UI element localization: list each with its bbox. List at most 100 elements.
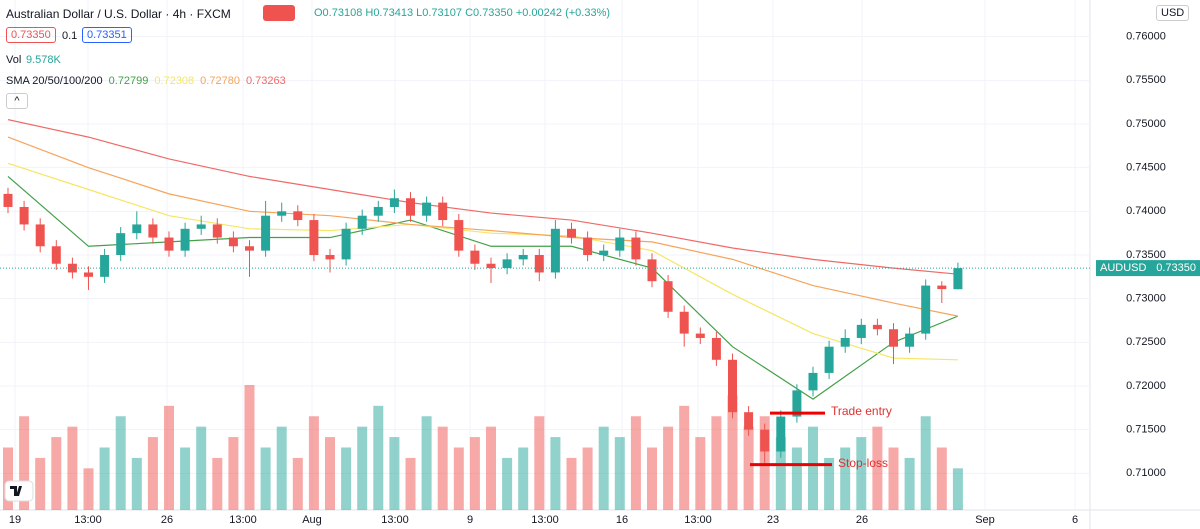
y-tick-label: 0.76000 xyxy=(1126,31,1166,43)
x-tick-label: 13:00 xyxy=(531,514,559,526)
sma-value: 0.72780 xyxy=(200,75,240,87)
candle-body xyxy=(808,372,818,391)
candle-body xyxy=(422,202,432,216)
candle-body xyxy=(486,263,496,269)
candle-body xyxy=(631,237,641,260)
candle-body xyxy=(438,202,448,221)
sma-line xyxy=(7,162,958,361)
y-tick-label: 0.71000 xyxy=(1126,467,1166,479)
sma-value: 0.72799 xyxy=(108,75,149,87)
volume-bar xyxy=(421,416,432,510)
y-tick-label: 0.72500 xyxy=(1126,336,1166,348)
candle-body xyxy=(164,237,174,251)
x-tick-label: 26 xyxy=(856,514,868,526)
candle-body xyxy=(647,259,657,282)
x-tick-label: Aug xyxy=(302,514,322,526)
candle-body xyxy=(148,224,158,238)
vol-value: 9.578K xyxy=(26,54,61,66)
candle-body xyxy=(599,250,609,255)
candle-body xyxy=(228,237,238,247)
volume-bar xyxy=(695,437,706,510)
volume-bar xyxy=(550,437,561,510)
candle-body xyxy=(406,198,415,216)
volume-bar xyxy=(212,457,223,510)
candle-body xyxy=(180,228,190,251)
candle-body xyxy=(51,246,61,264)
buy-price[interactable]: 0.73351 xyxy=(82,27,132,43)
volume-bar xyxy=(357,426,368,510)
candle-body xyxy=(953,268,963,290)
sma-label: SMA 20/50/100/200 xyxy=(6,75,103,87)
candle-body xyxy=(132,224,142,234)
candle-body xyxy=(19,206,29,225)
sma-value: 0.73263 xyxy=(245,75,286,87)
y-tick-label: 0.73000 xyxy=(1126,293,1166,305)
indicator-badge[interactable] xyxy=(263,5,295,21)
y-tick-label: 0.71500 xyxy=(1126,424,1166,436)
volume-bar xyxy=(325,437,335,510)
candle-body xyxy=(373,206,383,216)
last-price-symbol: AUDUSD xyxy=(1100,262,1147,274)
volume-bar xyxy=(711,416,722,510)
volume-bar xyxy=(582,447,593,510)
candle-body xyxy=(856,324,866,338)
volume-bar xyxy=(566,457,577,510)
volume-bar xyxy=(824,457,835,510)
x-tick-label: 13:00 xyxy=(684,514,712,526)
candle-body xyxy=(293,211,303,221)
candle-body xyxy=(277,211,287,216)
volume-bar xyxy=(469,437,480,510)
last-price-value: 0.73350 xyxy=(1156,262,1196,274)
candle-body xyxy=(937,285,947,290)
candle-body xyxy=(534,255,544,273)
volume-bar xyxy=(743,426,754,510)
volume-bar xyxy=(276,426,287,510)
volume-bar xyxy=(292,457,303,510)
volume-bar xyxy=(180,447,191,510)
candle-body xyxy=(454,220,464,251)
volume-bar xyxy=(196,426,207,510)
candle-body xyxy=(567,228,576,238)
currency[interactable]: USD xyxy=(1156,5,1190,21)
candle-body xyxy=(921,285,931,334)
volume-bar xyxy=(453,447,464,510)
volume-bar xyxy=(679,405,690,510)
volume-bar xyxy=(952,468,963,510)
volume-bar xyxy=(35,457,46,510)
volume-bar xyxy=(856,437,867,510)
volume-bar xyxy=(260,447,271,510)
candle-body xyxy=(212,224,222,238)
annotation-text: Trade entry xyxy=(831,404,892,418)
volume-bar xyxy=(341,447,352,510)
x-tick-label: 19 xyxy=(9,514,21,526)
symbol-title: Australian Dollar / U.S. Dollar · 4h · F… xyxy=(6,7,231,21)
volume-bar xyxy=(228,437,239,510)
logo-mark xyxy=(10,486,22,496)
volume-bar xyxy=(147,437,158,510)
candle-body xyxy=(840,337,850,347)
candle-body xyxy=(550,228,560,273)
y-tick-label: 0.74500 xyxy=(1126,162,1166,174)
volume-bar xyxy=(437,426,448,510)
candle-body xyxy=(711,337,721,360)
volume-bar xyxy=(502,457,513,510)
volume-bar xyxy=(19,416,30,510)
candle-body xyxy=(583,237,593,255)
candle-body xyxy=(792,390,802,417)
collapse-button[interactable]: ^ xyxy=(6,93,28,109)
candle-body xyxy=(341,228,351,260)
sma-line xyxy=(7,119,958,275)
volume-bar xyxy=(308,416,319,510)
volume-bar xyxy=(727,395,738,510)
candle-body xyxy=(196,224,206,229)
candle-body xyxy=(663,281,673,312)
candle-body xyxy=(389,198,399,207)
volume-bar xyxy=(131,457,142,510)
candle-body xyxy=(261,215,271,251)
sell-price[interactable]: 0.73350 xyxy=(6,27,56,43)
volume-bar xyxy=(808,426,818,510)
volume-bar xyxy=(888,447,899,510)
candle-body xyxy=(744,412,754,430)
